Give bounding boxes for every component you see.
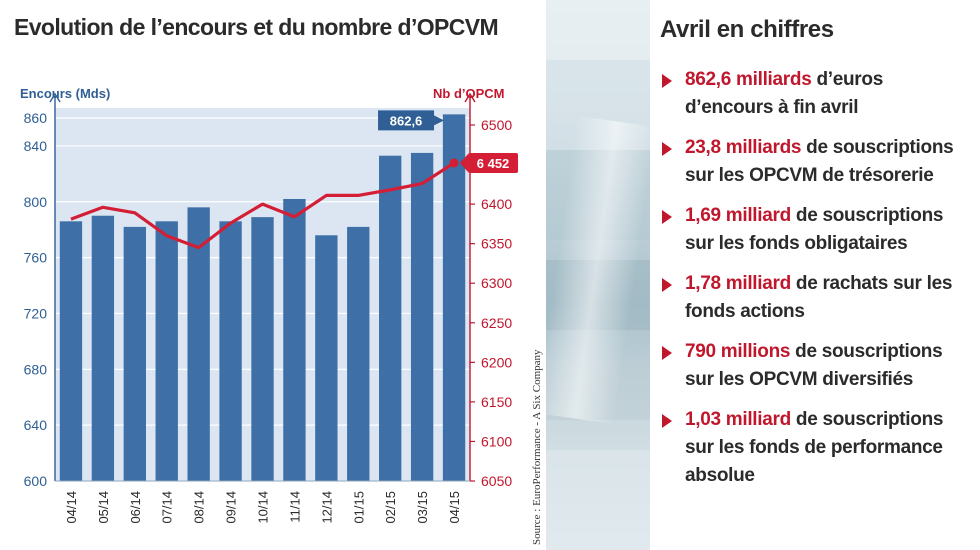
- y-tick-label: 760: [24, 250, 48, 266]
- y-tick-label: 640: [24, 417, 48, 433]
- x-tick-label: 12/14: [319, 491, 334, 524]
- bar: [251, 217, 274, 481]
- y2-tick-label: 6500: [481, 117, 512, 133]
- x-tick-label: 01/15: [351, 491, 366, 524]
- key-figure-text: d’euros d’encours à fin avril: [685, 69, 883, 118]
- key-figure-text: de souscriptions sur les fonds obligatai…: [685, 205, 944, 254]
- key-figures-panel: Avril en chiffres 862,6 milliards d’euro…: [650, 0, 980, 550]
- bullet-arrow-icon: [662, 346, 672, 360]
- y2-tick-label: 6100: [481, 433, 512, 449]
- decorative-photo: [546, 0, 650, 550]
- right-axis-arrow-icon: [464, 92, 476, 103]
- bar: [442, 114, 466, 482]
- bullet-arrow-icon: [662, 142, 672, 156]
- bullet-arrow-icon: [662, 74, 672, 88]
- photo-band: [546, 450, 650, 550]
- key-figure-highlight: 1,03 milliard: [685, 409, 791, 430]
- left-axis-arrow-icon: [49, 92, 61, 103]
- x-tick-label: 05/14: [96, 491, 111, 524]
- bar-callout-pointer: [434, 115, 445, 126]
- y-tick-label: 720: [24, 305, 48, 321]
- x-tick-label: 04/14: [64, 491, 79, 524]
- bar: [91, 215, 115, 481]
- bullet-arrow-icon: [662, 414, 672, 428]
- y2-tick-label: 6200: [481, 354, 512, 370]
- x-tick-label: 08/14: [192, 491, 207, 524]
- chart: 600 640 680 720 760 800 840 860 6050 6100 6150 6200…: [20, 86, 543, 545]
- bullet-arrow-icon: [662, 210, 672, 224]
- line-value-callout: [468, 152, 519, 173]
- bar-value-callout: [378, 110, 435, 131]
- key-figure-text: de souscriptions sur les fonds de perfor…: [685, 409, 944, 486]
- key-figure-text: de souscriptions sur les OPCVM de trésor…: [685, 137, 954, 186]
- line-end-point: [449, 158, 459, 168]
- y-tick-label: 680: [24, 361, 48, 377]
- bar: [123, 226, 146, 481]
- x-tick-label: 10/14: [256, 491, 271, 524]
- bullet-arrow-icon: [662, 278, 672, 292]
- key-figure-item: 23,8 milliards de souscriptions sur les …: [662, 134, 976, 190]
- x-tick-label: 02/15: [383, 491, 398, 524]
- key-figure-item: 1,78 milliard de rachats sur les fonds a…: [662, 270, 976, 326]
- key-figure-item: 1,03 milliard de souscriptions sur les f…: [662, 406, 976, 490]
- bar: [315, 235, 338, 481]
- line-callout-pointer: [460, 153, 469, 172]
- series-line-nb-opcm: [70, 161, 455, 250]
- y2-tick-label: 6350: [481, 236, 512, 252]
- x-tick-label: 03/15: [415, 491, 430, 524]
- key-figure-item: 790 millions de souscriptions sur les OP…: [662, 338, 976, 394]
- line-value-label: 6 452: [477, 156, 510, 171]
- y2-tick-label: 6250: [481, 315, 512, 331]
- y-tick-label: 840: [24, 138, 48, 154]
- bar-value-label: 862,6: [390, 113, 423, 128]
- key-figure-text: de rachats sur les fonds actions: [685, 273, 953, 322]
- photo-band: [546, 60, 650, 100]
- key-figure-highlight: 23,8 milliards: [685, 137, 802, 158]
- key-figure-highlight: 1,78 milliard: [685, 273, 791, 294]
- y2-tick-label: 6150: [481, 394, 512, 410]
- y2-tick-label: 6400: [481, 196, 512, 212]
- bar: [379, 155, 402, 481]
- x-tick-label: 11/14: [287, 491, 302, 523]
- key-figure-highlight: 1,69 milliard: [685, 205, 791, 226]
- key-figures-list: 862,6 milliards d’euros d’encours à fin …: [662, 66, 976, 502]
- bar: [219, 221, 242, 482]
- x-tick-label: 09/14: [224, 491, 239, 524]
- source-note: Source : EuroPerformance - A Six Company: [531, 349, 543, 545]
- key-figure-highlight: 790 millions: [685, 341, 791, 362]
- photo-band: [546, 0, 650, 60]
- key-figure-item: 1,69 milliard de souscriptions sur les f…: [662, 202, 976, 258]
- bar: [410, 152, 434, 481]
- y2-tick-label: 6300: [481, 275, 512, 291]
- y2-axis-title: Nb d’OPCM: [433, 86, 505, 101]
- key-figure-highlight: 862,6 milliards: [685, 69, 812, 90]
- y-tick-label: 600: [24, 473, 48, 489]
- key-figure-item: 862,6 milliards d’euros d’encours à fin …: [662, 66, 976, 122]
- bar: [283, 198, 306, 481]
- y-tick-label: 860: [24, 110, 48, 126]
- bar: [347, 226, 370, 481]
- chart-title: Evolution de l’encours et du nombre d’OP…: [14, 14, 499, 40]
- bar: [187, 207, 210, 481]
- bar: [59, 221, 83, 482]
- x-tick-label: 04/15: [447, 491, 462, 524]
- x-tick-label: 07/14: [160, 491, 175, 524]
- y-tick-label: 800: [24, 194, 48, 210]
- y2-tick-label: 6050: [481, 473, 512, 489]
- panel-title: Avril en chiffres: [660, 16, 834, 43]
- key-figure-text: de souscriptions sur les OPCVM diversifi…: [685, 341, 943, 390]
- bar: [155, 221, 178, 482]
- x-tick-label: 06/14: [128, 491, 143, 524]
- y-axis-title: Encours (Mds): [20, 86, 110, 101]
